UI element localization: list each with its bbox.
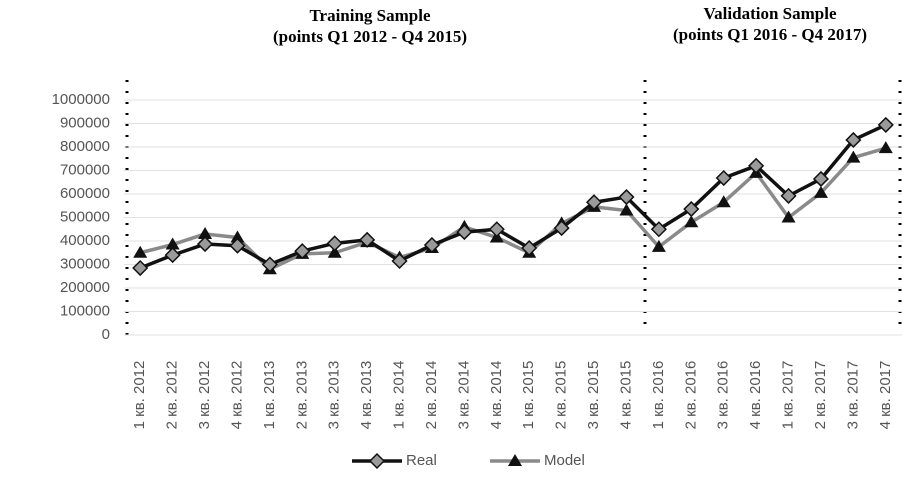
y-tick-label: 100000 [60, 302, 110, 319]
data-point [165, 237, 180, 250]
x-tick-label: 1 кв. 2017 [780, 361, 797, 430]
data-point [715, 169, 732, 187]
annotation-subtitle: (points Q1 2012 - Q4 2015) [273, 27, 467, 46]
data-point [423, 236, 441, 254]
data-point [229, 237, 246, 254]
data-point [845, 131, 862, 149]
data-point [553, 220, 570, 237]
y-tick-label: 600000 [60, 185, 110, 202]
x-tick-label: 2 кв. 2017 [812, 361, 829, 430]
data-point [684, 215, 699, 228]
y-tick-label: 1000000 [52, 91, 110, 108]
x-tick-label: 3 кв. 2013 [326, 361, 343, 430]
y-tick-label: 200000 [60, 279, 110, 296]
y-tick-label: 400000 [60, 232, 110, 249]
x-tick-label: 3 кв. 2012 [196, 361, 213, 430]
data-point [878, 141, 893, 154]
annotation-title: Training Sample [309, 6, 431, 25]
data-point [748, 157, 765, 174]
data-point [327, 245, 342, 258]
x-tick-label: 3 кв. 2015 [585, 361, 602, 430]
x-tick-label: 1 кв. 2014 [391, 361, 408, 430]
x-tick-label: 4 кв. 2013 [358, 361, 375, 430]
y-tick-label: 900000 [60, 114, 110, 131]
data-point [780, 187, 797, 204]
annotation-title: Validation Sample [703, 4, 836, 23]
y-tick-label: 800000 [60, 138, 110, 155]
y-tick-label: 500000 [60, 208, 110, 225]
data-point [133, 245, 148, 258]
x-tick-label: 2 кв. 2015 [553, 361, 570, 430]
data-point [781, 210, 796, 223]
data-point [813, 185, 828, 198]
data-point [619, 203, 634, 216]
legend-label: Model [544, 452, 585, 469]
data-point [456, 224, 473, 241]
data-point [877, 116, 894, 133]
y-tick-label: 700000 [60, 161, 110, 178]
y-tick-label: 300000 [60, 255, 110, 272]
data-point [326, 235, 343, 252]
data-point [651, 239, 666, 252]
data-point [650, 221, 667, 238]
data-point [132, 259, 149, 277]
data-point [618, 188, 635, 206]
x-tick-label: 2 кв. 2014 [423, 361, 440, 430]
data-point [261, 256, 278, 273]
data-point [521, 239, 538, 257]
data-point [294, 243, 311, 260]
data-point [198, 226, 213, 239]
x-tick-label: 4 кв. 2012 [228, 361, 245, 430]
data-point [391, 252, 408, 270]
y-tick-label: 0 [102, 326, 110, 343]
legend-marker [508, 454, 522, 466]
data-point [716, 195, 731, 208]
x-tick-label: 3 кв. 2017 [844, 361, 861, 430]
data-point [683, 200, 700, 218]
x-tick-label: 4 кв. 2014 [488, 361, 505, 430]
annotation-subtitle: (points Q1 2016 - Q4 2017) [673, 25, 867, 44]
x-tick-label: 4 кв. 2017 [877, 361, 894, 430]
x-tick-label: 4 кв. 2016 [747, 361, 764, 430]
data-point [585, 194, 603, 211]
x-tick-label: 2 кв. 2016 [682, 361, 699, 430]
x-tick-label: 3 кв. 2016 [715, 361, 732, 430]
data-point [196, 235, 214, 253]
data-point [359, 231, 376, 248]
series-line [139, 123, 887, 270]
x-tick-label: 1 кв. 2012 [131, 361, 148, 430]
x-tick-label: 2 кв. 2013 [293, 361, 310, 430]
x-tick-label: 3 кв. 2014 [455, 361, 472, 430]
data-point [488, 221, 505, 238]
x-tick-label: 1 кв. 2015 [520, 361, 537, 430]
data-point [164, 247, 181, 264]
data-point [230, 230, 245, 243]
legend-label: Real [406, 452, 437, 469]
x-tick-label: 2 кв. 2012 [164, 361, 181, 430]
x-tick-label: 1 кв. 2013 [261, 361, 278, 430]
data-point [812, 170, 830, 188]
legend-marker [368, 452, 386, 470]
x-tick-label: 4 кв. 2015 [617, 361, 634, 430]
x-tick-label: 1 кв. 2016 [650, 361, 667, 430]
data-point [846, 150, 861, 163]
